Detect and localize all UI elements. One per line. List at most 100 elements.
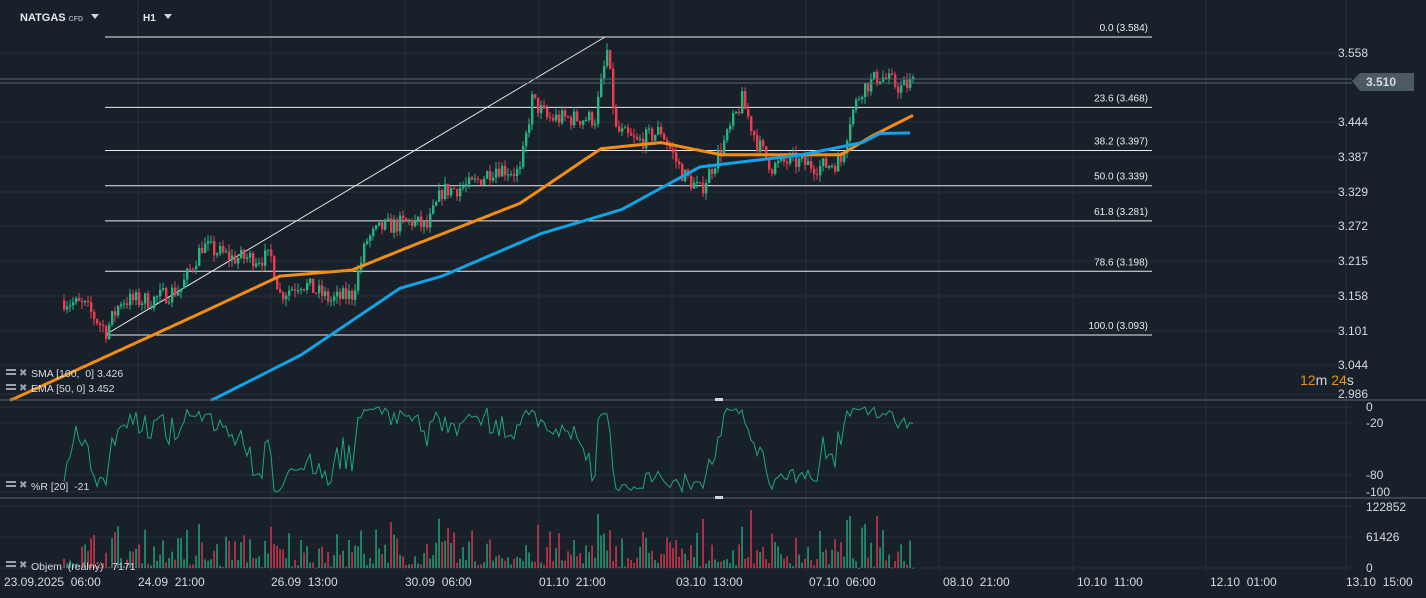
volume-bar [483, 562, 485, 568]
candle-body [75, 298, 78, 303]
remove-icon[interactable]: ✖ [19, 368, 27, 379]
candle-body [81, 300, 84, 303]
candle-body [111, 311, 114, 325]
candle-body [654, 134, 657, 141]
candle-body [387, 218, 390, 220]
volume-bar [78, 567, 80, 569]
pane-resize-handle[interactable] [715, 496, 723, 499]
legend-sma[interactable]: ✖ SMA [100, 0] 3.426 [6, 368, 123, 380]
candle-body [291, 289, 294, 291]
volume-bar [285, 558, 287, 568]
volume-bar [252, 557, 254, 568]
legend-volume[interactable]: ✖ Objem (reálný) 7171 [6, 560, 136, 573]
price-tick: 3.044 [1338, 358, 1368, 372]
price-tick: 3.558 [1338, 46, 1368, 60]
volume-bar [816, 559, 818, 568]
candle-body [597, 97, 600, 124]
candle-body [483, 178, 486, 186]
volume-bar [804, 558, 806, 568]
candle-body [171, 287, 174, 303]
candle-body [201, 247, 204, 253]
volume-bar [828, 564, 830, 568]
volume-bar [477, 564, 479, 568]
volume-bar [450, 543, 452, 568]
candle-body [498, 168, 501, 177]
candle-body [120, 304, 123, 307]
timeframe-selector[interactable]: H1 [143, 13, 172, 24]
candle-body [333, 296, 336, 301]
candle-body [408, 220, 411, 222]
candle-body [462, 186, 465, 189]
settings-icon[interactable] [6, 561, 16, 563]
volume-bar [822, 551, 824, 568]
volume-bar [768, 563, 770, 568]
sma-line [210, 131, 911, 402]
candle-body [789, 154, 792, 164]
volume-bar [414, 556, 416, 568]
symbol-selector[interactable]: NATGAS CFD [20, 12, 100, 24]
candle-body [300, 289, 303, 291]
volume-bar [630, 559, 632, 568]
candle-body [738, 111, 741, 114]
candle-body [570, 117, 573, 126]
candle-body [321, 285, 324, 297]
candle-body [303, 289, 306, 291]
candle-body [456, 189, 459, 197]
fib-level-label: 38.2 (3.397) [1094, 136, 1148, 147]
legend-williams-r[interactable]: ✖ %R [20] -21 [6, 480, 90, 493]
settings-icon[interactable] [6, 481, 16, 483]
fibonacci-retracement[interactable]: 0.0 (3.584) 23.6 (3.468) 38.2 (3.397) 50.0 … [105, 23, 1152, 336]
volume-bar [384, 544, 386, 568]
remove-icon[interactable]: ✖ [19, 560, 27, 571]
pane-resize-handle[interactable] [715, 398, 723, 401]
candle-body [825, 158, 828, 168]
candle-body [402, 215, 405, 219]
volume-bar [609, 530, 611, 568]
volume-bar [162, 540, 164, 568]
candle-body [453, 188, 456, 190]
remove-icon[interactable]: ✖ [19, 383, 27, 394]
volume-bar [126, 559, 128, 568]
candle-body [318, 285, 321, 293]
fib-trendline[interactable] [104, 36, 606, 336]
candle-body [762, 140, 765, 147]
volume-bar [111, 538, 113, 568]
settings-icon[interactable] [6, 369, 16, 371]
volume-bar [240, 542, 242, 568]
candle-body [732, 113, 735, 126]
candle-body [705, 183, 708, 194]
candle-body [744, 91, 747, 110]
volume-tick: 122852 [1366, 500, 1406, 514]
candle-body [681, 164, 684, 182]
volume-bar [231, 559, 233, 568]
time-axis[interactable]: 23.09.2025 06:00 24.09 21:00 26.09 13:00… [4, 575, 1413, 589]
volume-bar [282, 549, 284, 568]
legend-ema[interactable]: ✖ EMA [50, 0] 3.452 [6, 383, 115, 395]
price-axis[interactable]: 3.558 3.444 3.387 3.329 3.272 3.215 3.15… [1338, 46, 1368, 401]
volume-bar [507, 557, 509, 568]
candle-body [756, 135, 759, 152]
time-tick: 12.10 01:00 [1210, 575, 1277, 589]
candle-body [384, 219, 387, 230]
candle-body [438, 190, 441, 202]
volume-bar [63, 558, 65, 568]
volume-bar [480, 564, 482, 568]
candle-body [237, 257, 240, 264]
candle-body [219, 246, 222, 254]
volume-bar [561, 560, 563, 568]
candle-body [702, 182, 705, 194]
volume-bar [69, 560, 71, 568]
candle-body [888, 73, 891, 80]
volume-bar [813, 565, 815, 568]
volume-axis[interactable]: 122852 61426 0 [1366, 500, 1406, 575]
williams-r-axis[interactable]: 0 -20 -80 -100 [1366, 400, 1390, 499]
volume-bar [690, 545, 692, 568]
volume-bar [864, 523, 866, 568]
volume-bar [624, 566, 626, 568]
volume-bar [333, 555, 335, 568]
settings-icon[interactable] [6, 384, 16, 386]
candle-body [864, 83, 867, 97]
volume-bar [366, 565, 368, 568]
remove-icon[interactable]: ✖ [19, 480, 27, 491]
